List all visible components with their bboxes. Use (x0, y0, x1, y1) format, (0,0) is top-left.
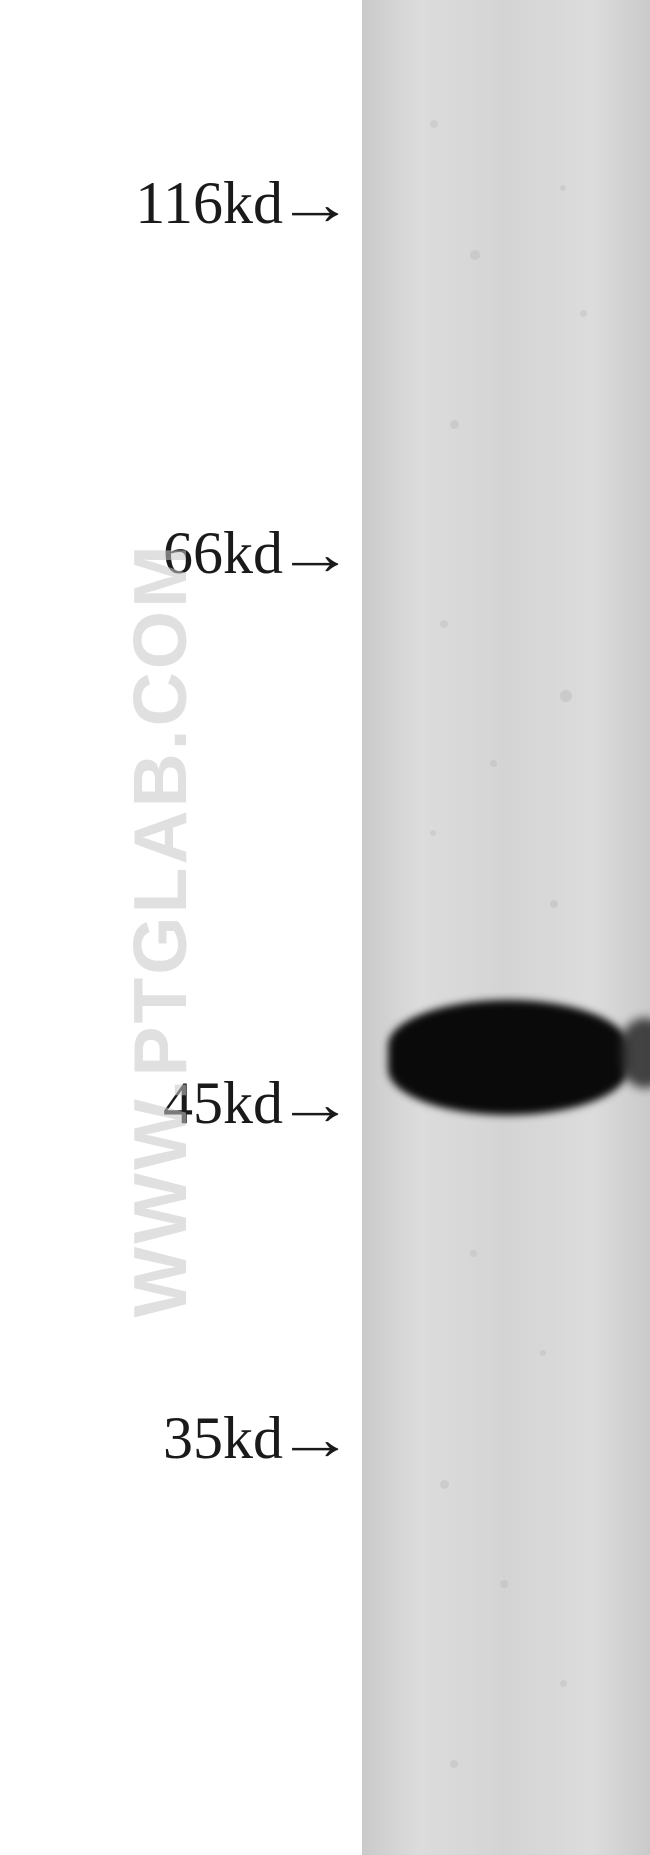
watermark-text: WWW.PTGLAB.COM (117, 542, 203, 1317)
arrow-icon: → (276, 519, 354, 588)
mw-marker-label: 45kd (163, 1069, 283, 1138)
western-blot-figure: 116kd→66kd→45kd→35kd→ WWW.PTGLAB.COM (0, 0, 650, 1855)
arrow-icon: → (276, 169, 354, 238)
lane-speckle (430, 830, 436, 836)
mw-marker-label: 116kd (135, 169, 283, 238)
mw-marker: 66kd→ (163, 519, 345, 588)
mw-marker-label: 35kd (163, 1404, 283, 1473)
mw-marker: 45kd→ (163, 1069, 345, 1138)
lane-speckle (440, 1480, 449, 1489)
lane-speckle (440, 620, 448, 628)
lane-speckle (450, 1760, 458, 1768)
mw-marker-label: 66kd (163, 519, 283, 588)
protein-band (620, 1018, 650, 1088)
lane-speckle (500, 1580, 508, 1588)
lane-speckle (540, 1350, 546, 1356)
lane-speckle (560, 1680, 567, 1687)
lane-speckle (490, 760, 497, 767)
protein-band (388, 1000, 628, 1115)
lane-speckle (560, 690, 572, 702)
lane-speckle (430, 120, 438, 128)
lane-speckle (470, 250, 480, 260)
arrow-icon: → (276, 1069, 354, 1138)
lane-speckle (560, 185, 566, 191)
lane-speckle (470, 1250, 477, 1257)
blot-lane (362, 0, 650, 1855)
lane-speckle (450, 420, 459, 429)
lane-speckle (550, 900, 558, 908)
arrow-icon: → (276, 1404, 354, 1473)
mw-marker: 116kd→ (135, 169, 345, 238)
mw-marker: 35kd→ (163, 1404, 345, 1473)
lane-speckle (580, 310, 587, 317)
